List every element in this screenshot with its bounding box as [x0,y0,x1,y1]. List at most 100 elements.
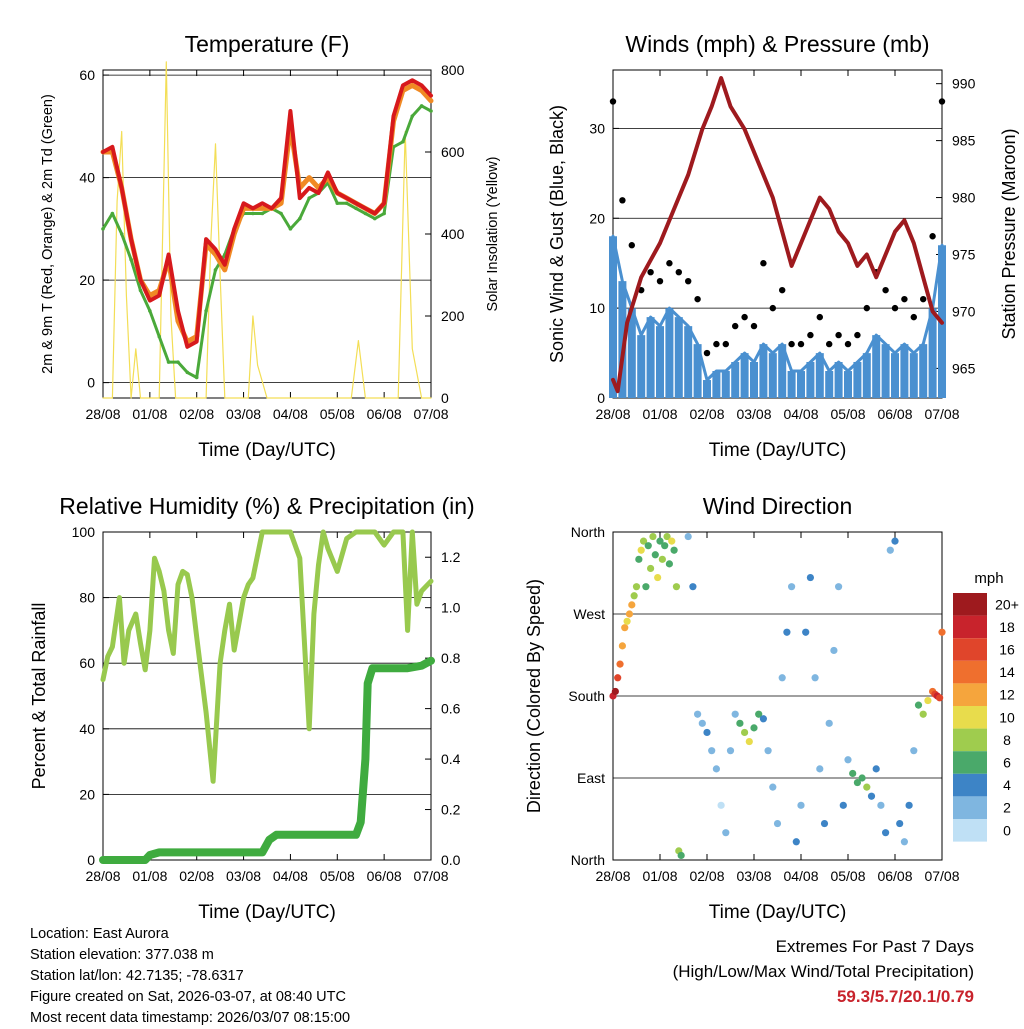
wind-direction-point [618,642,627,650]
dewpoint-line-point [372,216,377,221]
panel2-ytick-label: 0 [597,390,605,406]
panel1-title: Temperature (F) [185,31,350,57]
dewpoint-line-point [194,375,199,380]
panel4-xtick-label: 03/08 [736,868,771,884]
wind-direction-point [637,546,645,554]
gust-point [835,331,842,339]
wind-direction-point [806,573,815,582]
wind-direction-point [614,674,622,682]
panel4-ytick-label: South [568,688,605,704]
wind-direction-point [745,737,753,746]
panel1-xtick-label: 02/08 [179,406,214,422]
wind-direction-point [649,532,657,541]
dewpoint-line-point [138,288,143,293]
panel1-ytick-label: 60 [79,67,95,83]
panel4-xlabel: Time (Day/UTC) [709,902,847,923]
colorbar-swatch [953,751,987,774]
panel3-ytick-right-label: 1.2 [441,549,461,565]
dewpoint-line-point [363,211,368,216]
panel2-xlabel: Time (Day/UTC) [709,440,847,461]
wind-direction-point [741,728,749,737]
colorbar-swatch [953,593,987,616]
wind-direction-point [759,715,768,723]
wind-direction-point [811,674,819,682]
panel3-xtick-label: 07/08 [413,868,448,884]
panel1-ytick-right-label: 800 [441,62,465,78]
gust-point [732,322,739,330]
wind-direction-point [642,583,650,591]
colorbar-swatch [953,706,987,729]
dewpoint-line-point [166,360,171,364]
wind-direction-point [670,546,678,554]
wind-direction-point [900,838,909,846]
wind-direction-point [668,537,676,545]
gust-point [816,313,823,321]
panel1-xtick-label: 28/08 [85,406,120,422]
wind-direction-point [628,601,636,609]
wind-direction-point [825,719,833,727]
wind-direction-point [689,583,697,591]
panel3-xtick-label: 06/08 [367,868,402,884]
panel4-ytick-label: North [571,524,605,540]
panel1-ytick-label: 40 [79,170,95,186]
dewpoint-line-point [401,139,405,144]
wind-direction-point [712,765,721,773]
panel1-xtick-label: 07/08 [413,406,448,422]
gust-point [722,340,729,348]
panel1-ylabel-right: Solar Insolation (Yellow) [485,156,501,311]
panel2-xtick-label: 07/08 [924,406,959,422]
wind-direction-point [661,542,669,550]
wind-direction-point [905,801,913,809]
gust-point [703,349,711,357]
dewpoint-line-point [251,211,255,216]
dewpoint-line-point [157,334,162,339]
dewpoint-line [101,104,433,379]
gust-point [750,322,758,330]
wind-direction-point [835,583,843,591]
colorbar-swatch [953,660,987,684]
dewpoint-line-point [279,211,283,216]
wind-direction-point [886,546,894,554]
gust-point [628,242,635,249]
panel2-title: Winds (mph) & Pressure (mb) [625,31,929,57]
panel1-xtick-label: 01/08 [132,406,167,422]
dewpoint-line-point [344,201,349,206]
wind-direction-point [867,792,876,800]
panel3-xtick-label: 05/08 [320,868,355,884]
panel3-xtick-label: 28/08 [85,868,120,884]
colorbar-level-label: 14 [999,664,1015,680]
wind-direction-point [722,829,730,837]
wind-direction-point [635,555,643,563]
wind-direction-point [611,687,619,696]
dewpoint-line-point [429,109,433,113]
panel4-title: Wind Direction [703,493,853,519]
gust-point [656,277,664,285]
dewpoint-line-point [307,196,311,200]
colorbar-label: mph [974,570,1003,587]
gust-point [741,313,748,321]
wind-direction-point [632,583,641,591]
panel2-xtick-label: 01/08 [642,406,677,422]
wind-direction-point [844,756,852,764]
wind-direction-point [863,783,871,791]
panel4-xtick-label: 05/08 [830,868,865,884]
station-latlon: Station lat/lon: 42.7135; -78.6317 [30,968,244,984]
wind-direction-point [703,728,711,737]
wind-direction-point [708,747,716,755]
gust-point [882,286,889,294]
wind-direction-point [663,532,671,541]
panel4-xtick-label: 07/08 [924,868,959,884]
wind-direction-point [882,829,890,837]
wind-direction-point [872,765,880,773]
panel1-ytick-label: 0 [87,375,95,391]
wind-direction-point [625,610,634,618]
colorbar-level-label: 0 [1003,822,1011,838]
wind-direction-point [623,617,631,625]
panel3-title: Relative Humidity (%) & Precipitation (i… [59,493,474,519]
panel3-ytick-label: 80 [79,590,95,606]
panel2-ytick-right-label: 985 [952,133,976,149]
panel4-xtick-label: 02/08 [689,868,724,884]
wind-direction-point [684,532,692,541]
dewpoint-line-point [119,232,124,236]
panel2-ytick-right-label: 965 [952,360,976,376]
